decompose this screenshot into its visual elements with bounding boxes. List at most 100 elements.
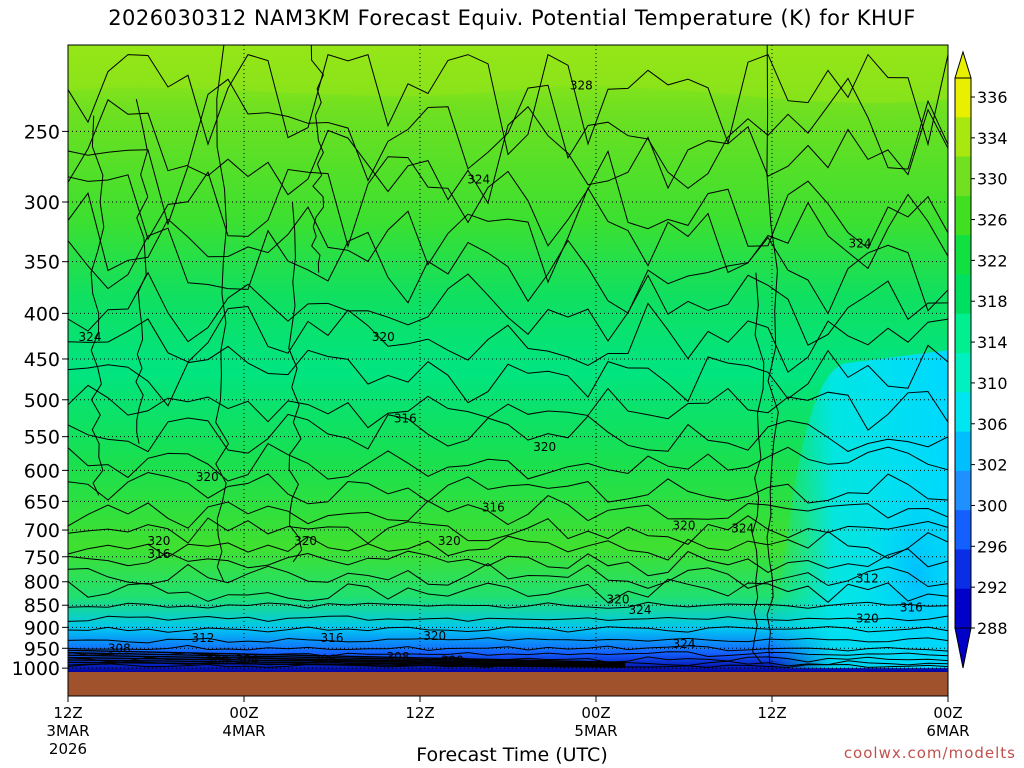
colorbar-label: 292 xyxy=(977,578,1008,597)
contour-line xyxy=(67,615,949,622)
contour-trough xyxy=(288,201,303,563)
contour-label: 304 xyxy=(235,653,258,667)
contour-label: 324 xyxy=(467,172,490,186)
contour-line xyxy=(67,644,949,652)
y-tick-label: 300 xyxy=(24,192,60,214)
contour-label: 316 xyxy=(900,600,923,614)
contour-line xyxy=(67,302,949,373)
colorbar-box xyxy=(955,313,971,354)
contour-label: 324 xyxy=(849,237,872,251)
contour-lines xyxy=(67,44,949,668)
contour-label: 324 xyxy=(79,330,102,344)
colorbar-arrow-top xyxy=(954,50,972,79)
contour-line xyxy=(67,601,949,609)
colorbar-label: 302 xyxy=(977,456,1008,475)
colorbar-label: 322 xyxy=(977,251,1008,270)
contour-label: 320 xyxy=(533,440,556,454)
contour-label: 300 xyxy=(441,653,464,667)
contour-label: 308 xyxy=(108,641,131,655)
colorbar-box xyxy=(955,392,971,433)
contour-label: 320 xyxy=(423,629,446,643)
contour-line xyxy=(67,495,949,529)
credit-link[interactable]: coolwx.com/modelts xyxy=(843,744,1016,762)
y-tick-label: 750 xyxy=(24,547,60,569)
contour-label: 312 xyxy=(856,571,879,585)
x-axis-label: Forecast Time (UTC) xyxy=(416,744,608,766)
x-tick-label: 12Z xyxy=(405,704,434,722)
colorbar-box xyxy=(955,235,971,275)
contour-label: 324 xyxy=(629,603,652,617)
x-tick-label: 00Z xyxy=(229,704,258,722)
contour-label: 320 xyxy=(673,519,696,533)
contour-line xyxy=(67,637,949,644)
y-tick-label: 850 xyxy=(24,595,60,617)
colorbar-label: 336 xyxy=(977,88,1008,107)
contour-line xyxy=(67,562,949,589)
contour-label: 320 xyxy=(372,330,395,344)
y-tick-label: 700 xyxy=(24,520,60,542)
grid-lines xyxy=(67,45,949,672)
contour-line xyxy=(67,578,949,604)
colorbar-box xyxy=(955,117,971,158)
contour-line xyxy=(67,271,949,346)
contour-line xyxy=(67,649,626,663)
contour-line xyxy=(67,186,949,284)
y-tick-label: 1000 xyxy=(12,658,60,680)
colorbar-frame xyxy=(954,77,972,629)
contour-line xyxy=(67,384,949,431)
colorbar: 336 334 330 326 322 318 314 310 306 302 300 296 292 2… xyxy=(954,50,1008,669)
x-tick-label: 3MAR xyxy=(46,722,89,740)
contour-line xyxy=(67,77,949,189)
contour-line xyxy=(67,548,949,577)
colorbar-box xyxy=(955,549,971,590)
x-tick-label: 12Z xyxy=(53,704,82,722)
contour-line xyxy=(67,654,626,665)
contour-line xyxy=(67,227,949,315)
y-tick-label: 800 xyxy=(24,572,60,594)
x-tick-label: 6MAR xyxy=(926,722,969,740)
y-tick-label: 550 xyxy=(24,427,60,449)
y-tick-label: 500 xyxy=(24,390,60,412)
x-tick-label: 00Z xyxy=(581,704,610,722)
y-tick-label: 600 xyxy=(24,460,60,482)
colorbar-label: 330 xyxy=(977,170,1008,189)
contour-label: 320 xyxy=(294,534,317,548)
y-tick-label: 650 xyxy=(24,491,60,513)
contour-line xyxy=(67,105,949,226)
upper-warm-band xyxy=(68,45,948,103)
x-tick-label: 2026 xyxy=(49,740,87,758)
contour-line xyxy=(67,659,626,667)
contour-line xyxy=(67,413,949,454)
contour-label: 316 xyxy=(147,547,170,561)
colorbar-box xyxy=(955,470,971,511)
x-tick-label: 4MAR xyxy=(222,722,265,740)
contour-line xyxy=(67,515,949,545)
contour-label: 328 xyxy=(570,78,593,92)
colorbar-label: 334 xyxy=(977,129,1008,148)
chart-title: 2026030312 NAM3KM Forecast Equiv. Potent… xyxy=(108,6,916,30)
contour-trough xyxy=(310,44,325,273)
contour-line xyxy=(67,530,949,561)
y-tick-label: 250 xyxy=(24,121,60,143)
contour-trough xyxy=(766,44,779,665)
colorbar-box xyxy=(955,588,971,629)
contour-line xyxy=(67,149,949,250)
colorbar-label: 288 xyxy=(977,619,1008,638)
contour-line xyxy=(67,656,626,666)
contour-line xyxy=(67,442,949,482)
contour-line xyxy=(67,661,626,668)
colorbar-arrow-bottom xyxy=(954,627,972,669)
y-tick-label: 350 xyxy=(24,252,60,274)
colorbar-label: 300 xyxy=(977,496,1008,515)
contour-label: 312 xyxy=(191,631,214,645)
contour-line xyxy=(67,651,949,658)
y-tick-label: 900 xyxy=(24,617,60,639)
contour-label: 320 xyxy=(147,534,170,548)
colorbar-box xyxy=(955,156,971,197)
colorbar-box xyxy=(955,510,971,550)
contour-trough xyxy=(135,98,149,444)
colorbar-label: 306 xyxy=(977,415,1008,434)
contour-line xyxy=(67,53,949,156)
